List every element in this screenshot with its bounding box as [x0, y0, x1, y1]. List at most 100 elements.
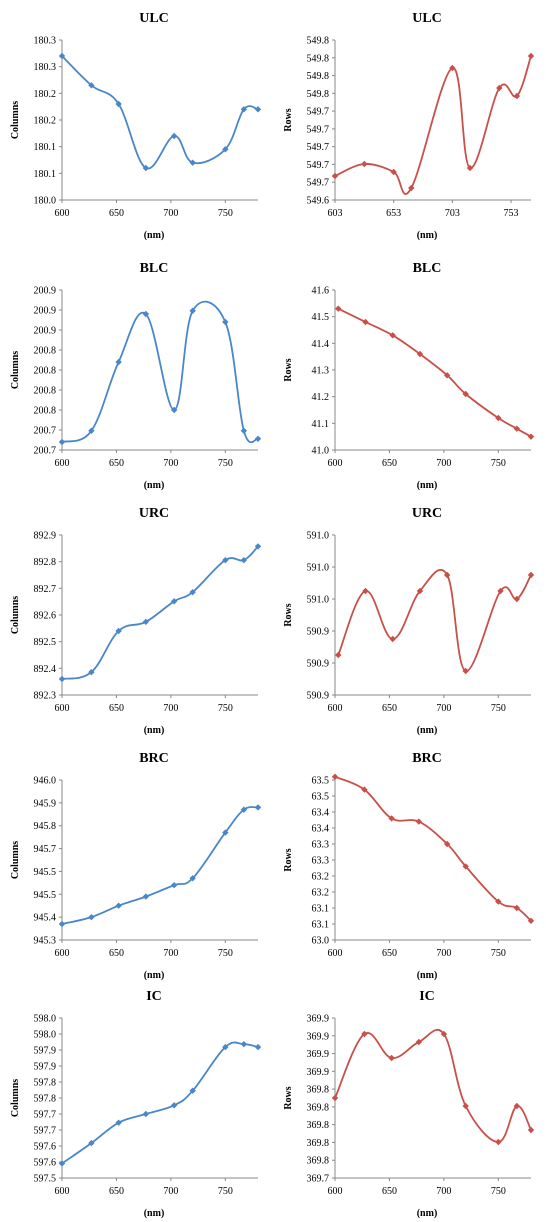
x-tick-label: 653: [386, 208, 401, 219]
y-tick-label: 945.4: [34, 913, 57, 924]
data-point: [58, 438, 66, 446]
y-axis-label: Columns: [10, 1079, 21, 1117]
data-point: [222, 146, 229, 153]
y-tick-label: 597.8: [34, 1094, 57, 1105]
y-axis-label: Rows: [283, 358, 294, 381]
y-tick-label: 597.6: [34, 1142, 57, 1153]
data-point: [115, 627, 122, 635]
data-point: [513, 1102, 521, 1110]
y-tick-label: 892.4: [34, 664, 57, 675]
y-tick-label: 369.8: [307, 1156, 330, 1167]
chart-ic-rows: IC 369.7 369.8 369.8 369.8 369.8 369.8 369.9 369…: [283, 989, 535, 1219]
panel-urc-columns: URC 892.3 892.4 892.5 892.6 892.7 892.8 892.9 60…: [0, 495, 273, 739]
y-tick-label: 180.2: [34, 89, 57, 100]
data-point: [88, 82, 95, 89]
chart-title: IC: [419, 989, 435, 1004]
data-point: [58, 920, 66, 928]
y-tick-label: 369.8: [307, 1138, 330, 1149]
y-tick-label: 892.8: [34, 557, 57, 568]
data-point: [331, 1094, 339, 1102]
x-tick-label: 700: [436, 458, 451, 469]
data-point: [331, 773, 339, 780]
y-tick-label: 597.9: [34, 1046, 57, 1057]
x-tick-label: 600: [55, 703, 70, 714]
y-tick-label: 945.3: [34, 936, 57, 947]
y-tick-label: 63.3: [312, 840, 330, 851]
y-tick-label: 549.8: [307, 89, 330, 100]
y-axis-label: Rows: [283, 108, 294, 131]
data-point: [254, 1043, 262, 1051]
x-tick-label: 600: [328, 1186, 343, 1197]
x-tick-label: 700: [436, 703, 451, 714]
y-tick-label: 63.1: [312, 904, 330, 915]
series-line: [61, 300, 259, 444]
y-tick-label: 549.7: [307, 160, 330, 171]
x-tick-label: 700: [163, 948, 178, 959]
y-tick-label: 591.0: [307, 531, 330, 542]
y-tick-label: 892.6: [34, 611, 57, 622]
x-tick-label: 700: [163, 1186, 178, 1197]
y-tick-label: 63.3: [312, 856, 330, 867]
y-tick-label: 63.2: [312, 872, 330, 883]
x-axis-label: (nm): [144, 1208, 165, 1219]
y-axis-label: Rows: [283, 848, 294, 871]
x-tick-label: 750: [218, 948, 233, 959]
y-tick-label: 41.5: [312, 312, 330, 323]
y-tick-label: 63.4: [312, 808, 330, 819]
x-tick-label: 750: [491, 458, 506, 469]
y-tick-label: 598.0: [34, 1014, 57, 1025]
x-tick-label: 750: [218, 703, 233, 714]
data-point: [189, 1087, 196, 1094]
x-tick-label: 700: [436, 1186, 451, 1197]
chart-urc-columns: URC 892.3 892.4 892.5 892.6 892.7 892.8 892.9 60…: [10, 506, 262, 736]
data-point: [115, 902, 122, 909]
x-tick-label: 600: [55, 948, 70, 959]
data-point: [335, 305, 342, 312]
x-axis-label: (nm): [417, 230, 438, 241]
x-axis-label: (nm): [144, 230, 165, 241]
y-tick-label: 200.8: [34, 386, 57, 397]
y-tick-label: 597.8: [34, 1078, 57, 1089]
data-point: [408, 184, 415, 192]
data-point: [142, 1110, 150, 1118]
x-tick-label: 650: [109, 948, 124, 959]
y-tick-label: 63.5: [312, 792, 330, 803]
y-tick-label: 41.6: [312, 286, 330, 297]
chart-title: ULC: [412, 11, 442, 26]
x-axis-label: (nm): [417, 725, 438, 736]
series-line: [61, 55, 259, 170]
y-tick-label: 369.8: [307, 1102, 330, 1113]
panel-blc-rows: BLC 41.0 41.1 41.2 41.3 41.4 41.5 41.6 600 650 700…: [273, 250, 546, 494]
x-tick-label: 603: [328, 208, 343, 219]
data-point: [513, 425, 521, 432]
x-tick-label: 750: [218, 208, 233, 219]
x-tick-label: 650: [109, 458, 124, 469]
panel-brc-rows: BRC 63.0 63.1 63.1 63.2 63.2 63.3 63.3 63.4 63.4 6…: [273, 740, 546, 984]
y-tick-label: 180.1: [34, 142, 57, 153]
data-point: [240, 106, 248, 113]
y-tick-label: 63.4: [312, 824, 330, 835]
data-point: [361, 1030, 368, 1038]
data-point: [462, 1102, 469, 1110]
y-tick-label: 597.7: [34, 1110, 57, 1121]
chart-brc-rows: BRC 63.0 63.1 63.1 63.2 63.2 63.3 63.3 63.4 63.4 6…: [283, 751, 535, 981]
x-tick-label: 650: [109, 703, 124, 714]
chart-ulc-rows: ULC 549.6 549.7 549.7 549.7 549.7 549.7 549.8 54…: [283, 11, 535, 241]
panel-brc-columns: BRC 945.3 945.4 945.5 945.5 945.7 945.8 945.9 94…: [0, 740, 273, 984]
data-point: [142, 893, 150, 900]
y-tick-label: 549.6: [307, 196, 330, 207]
y-axis-label: Columns: [10, 841, 21, 879]
x-tick-label: 650: [382, 948, 397, 959]
x-tick-label: 700: [163, 208, 178, 219]
x-tick-label: 750: [491, 703, 506, 714]
x-axis-label: (nm): [144, 725, 165, 736]
data-point: [362, 318, 369, 326]
y-tick-label: 200.7: [34, 446, 57, 457]
data-point: [254, 106, 262, 113]
x-tick-label: 700: [163, 458, 178, 469]
y-tick-label: 590.9: [307, 627, 330, 638]
y-axis-label: Columns: [10, 596, 21, 634]
data-point: [443, 840, 451, 848]
y-tick-label: 892.5: [34, 637, 57, 648]
x-tick-label: 750: [491, 1186, 506, 1197]
